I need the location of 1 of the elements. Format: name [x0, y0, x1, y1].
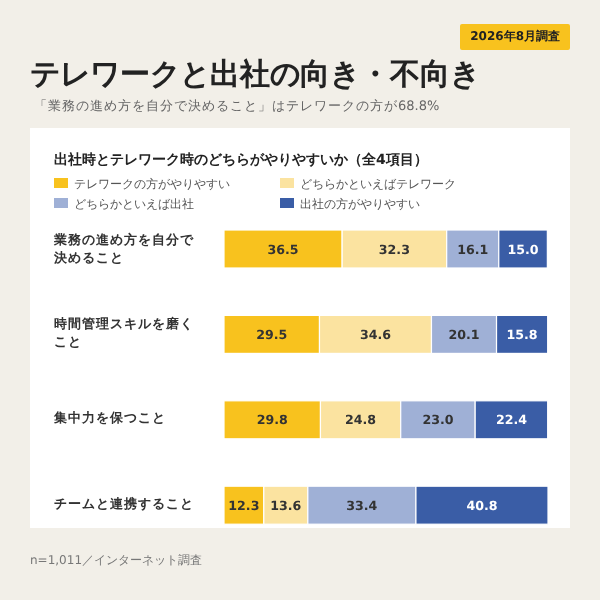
chart-title: テレワークと出社の向き・不向き — [30, 56, 480, 94]
